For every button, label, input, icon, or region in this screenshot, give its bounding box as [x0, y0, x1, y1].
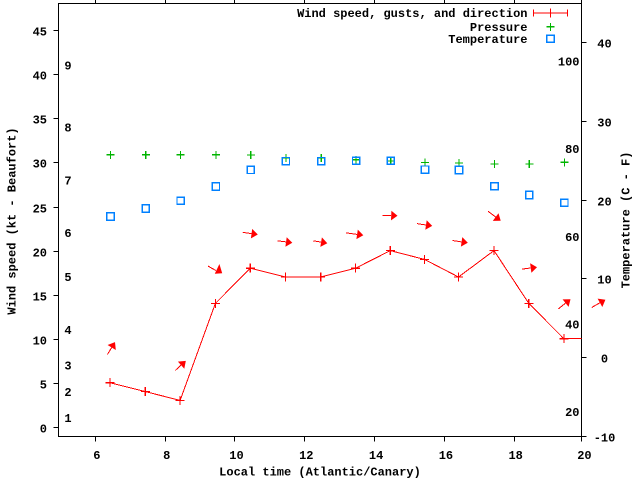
svg-text:Temperature: Temperature — [448, 33, 527, 47]
svg-text:Temperature (C - F): Temperature (C - F) — [620, 152, 634, 289]
svg-text:5: 5 — [64, 271, 71, 285]
svg-text:Local time (Atlantic/Canary): Local time (Atlantic/Canary) — [219, 466, 421, 480]
svg-text:0: 0 — [40, 422, 47, 436]
svg-text:45: 45 — [33, 25, 47, 39]
svg-text:3: 3 — [64, 359, 71, 373]
svg-text:60: 60 — [565, 231, 579, 245]
svg-text:8: 8 — [64, 121, 71, 135]
svg-text:4: 4 — [64, 324, 71, 338]
svg-text:10: 10 — [229, 449, 243, 463]
svg-text:Pressure: Pressure — [470, 21, 528, 35]
svg-text:15: 15 — [33, 290, 47, 304]
svg-text:30: 30 — [33, 157, 47, 171]
svg-text:7: 7 — [64, 174, 71, 188]
svg-text:16: 16 — [439, 449, 453, 463]
svg-text:35: 35 — [33, 113, 47, 127]
svg-text:9: 9 — [64, 60, 71, 74]
svg-text:14: 14 — [369, 449, 383, 463]
svg-text:40: 40 — [33, 69, 47, 83]
svg-text:10: 10 — [597, 274, 611, 288]
svg-text:0: 0 — [601, 353, 608, 367]
svg-text:100: 100 — [558, 55, 580, 69]
svg-text:6: 6 — [64, 227, 71, 241]
svg-text:6: 6 — [93, 449, 100, 463]
svg-text:40: 40 — [597, 38, 611, 52]
svg-text:40: 40 — [565, 318, 579, 332]
svg-text:5: 5 — [40, 378, 47, 392]
svg-text:10: 10 — [33, 334, 47, 348]
svg-text:18: 18 — [508, 449, 522, 463]
svg-text:20: 20 — [565, 406, 579, 420]
svg-text:Wind speed, gusts, and directi: Wind speed, gusts, and direction — [297, 7, 527, 21]
svg-text:-10: -10 — [594, 432, 616, 446]
svg-text:25: 25 — [33, 202, 47, 216]
svg-text:20: 20 — [33, 246, 47, 260]
svg-text:1: 1 — [64, 412, 71, 426]
svg-text:30: 30 — [597, 117, 611, 131]
svg-text:8: 8 — [163, 449, 170, 463]
svg-text:20: 20 — [577, 449, 591, 463]
svg-text:12: 12 — [299, 449, 313, 463]
svg-text:80: 80 — [565, 143, 579, 157]
svg-text:Wind speed (kt - Beaufort): Wind speed (kt - Beaufort) — [6, 127, 20, 314]
svg-text:20: 20 — [597, 196, 611, 210]
svg-text:2: 2 — [64, 386, 71, 400]
